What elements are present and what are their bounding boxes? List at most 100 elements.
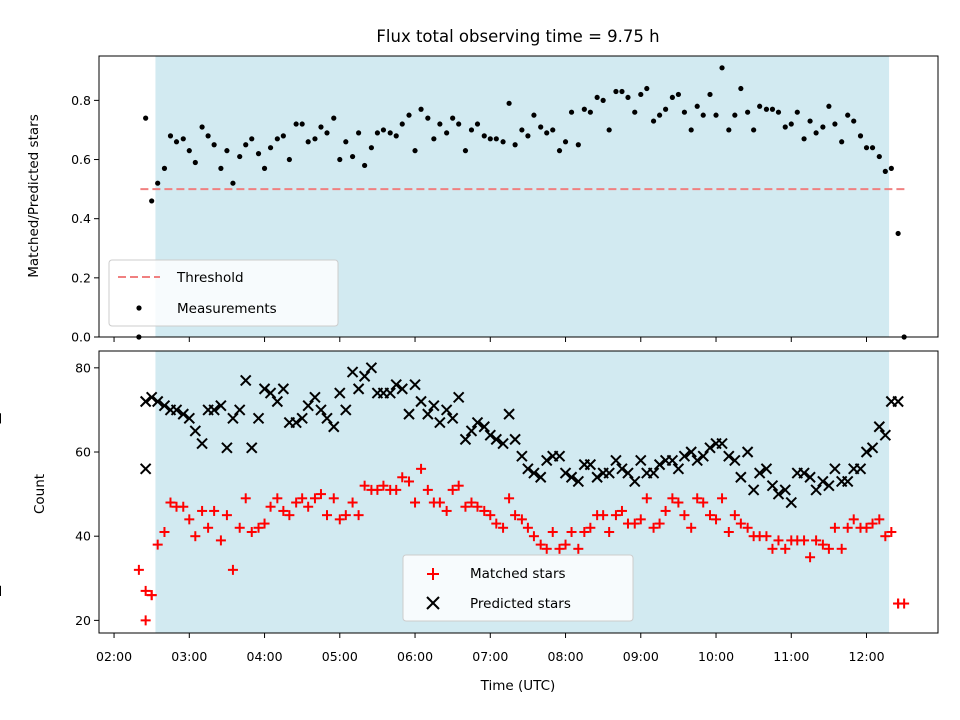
matched-star-point [729,510,740,521]
y-tick-label: 0.0 [71,330,91,345]
measurement-point [324,130,330,136]
predicted-star-point [553,450,566,462]
measurement-point [406,112,412,118]
measurement-point [568,109,575,115]
measurement-point [462,148,469,154]
matched-star-point [246,526,257,537]
predicted-x-b [459,433,472,446]
measurement-point [738,85,744,92]
legend-measurement-swatch [136,305,142,311]
predicted-star-point [528,467,540,479]
measurement-point [143,115,149,121]
predicted-star-point [170,404,183,416]
matched-star-point [133,564,144,575]
predicted-x-b [685,446,697,458]
matched-star-point [140,585,151,596]
predicted-star-point [158,400,171,412]
predicted-star-point [208,404,220,416]
matched-star-point [253,522,264,533]
matched-star-point [498,522,509,533]
predicted-star-point [691,454,703,467]
predicted-x-b [484,429,496,441]
bottom-y-axis-label: Count [32,474,48,514]
x-tick-label: 04:00 [247,649,283,664]
predicted-x-b [390,378,402,391]
predicted-star-point [753,467,766,479]
matched-star-point [504,493,515,504]
predicted-star-point [672,463,685,475]
measurement-point [700,112,706,118]
predicted-x-b [622,467,634,479]
predicted-star-point [716,437,728,450]
predicted-x-b [666,454,679,467]
predicted-star-point [559,467,572,479]
matched-star-point [767,543,778,554]
matched-star-point [152,539,163,550]
measurement-point [613,88,619,95]
predicted-x-b [534,471,547,483]
matched-star-point [811,535,822,546]
predicted-x-b [215,400,227,412]
predicted-star-point [854,463,867,475]
measurement-point [450,115,456,121]
predicted-stars-points [0,362,904,596]
predicted-star-point [622,467,634,479]
bottom-axes-frame [98,350,939,634]
measurement-point [707,91,713,98]
matched-star-point [711,514,722,525]
predicted-star-point [747,484,760,496]
predicted-star-point [415,395,427,408]
predicted-x-b [866,442,879,454]
predicted-x-b [603,467,615,479]
matched-star-point [654,518,665,529]
predicted-x-b [452,391,465,404]
x-tick-label: 11:00 [773,649,809,664]
measurement-point [839,139,845,145]
matched-star-point [347,497,358,508]
predicted-x-b [170,404,183,416]
measurement-point [544,130,550,136]
predicted-star-point [403,408,415,420]
measurement-point [199,124,205,130]
matched-star-point [334,514,345,525]
matched-star-point [547,526,558,537]
matched-star-point [441,505,452,516]
top-y-axis-ticks: 0.0 0.2 0.4 0.6 0.8 [71,93,99,345]
matched-star-point [629,518,640,529]
predicted-star-point [810,484,822,496]
predicted-star-point [234,404,246,416]
measurement-point [286,156,292,163]
predicted-x-b [509,433,521,446]
predicted-x-b [741,446,754,458]
predicted-star-point [760,463,773,475]
matched-star-point [673,497,684,508]
measurement-point [638,91,644,98]
measurement-point [356,130,362,136]
matched-star-point [573,543,584,554]
matched-star-point [165,497,176,508]
matched-star-point [773,535,784,546]
predicted-x-b [145,391,158,404]
predicted-x-b [522,463,534,475]
y-tick-label: 0.2 [71,270,91,285]
matched-star-point [799,535,810,546]
matched-star-point [723,526,734,537]
predicted-star-point [610,454,622,467]
y-tick-label: 0.6 [71,152,91,167]
measurement-point [895,230,901,237]
matched-star-point [836,543,847,554]
predicted-x-b [572,475,585,488]
matched-star-point [692,493,703,504]
predicted-x-b [516,450,528,462]
predicted-star-point [584,458,597,471]
predicted-star-point [384,387,396,399]
matched-star-point [416,463,427,474]
predicted-x-b [584,458,597,471]
measurement-point [374,130,381,136]
predicted-star-point [497,437,509,450]
predicted-star-point [572,475,585,488]
predicted-star-point [534,471,547,483]
predicted-star-point [315,404,327,416]
measurement-point [167,133,174,139]
predicted-star-point [666,454,679,467]
